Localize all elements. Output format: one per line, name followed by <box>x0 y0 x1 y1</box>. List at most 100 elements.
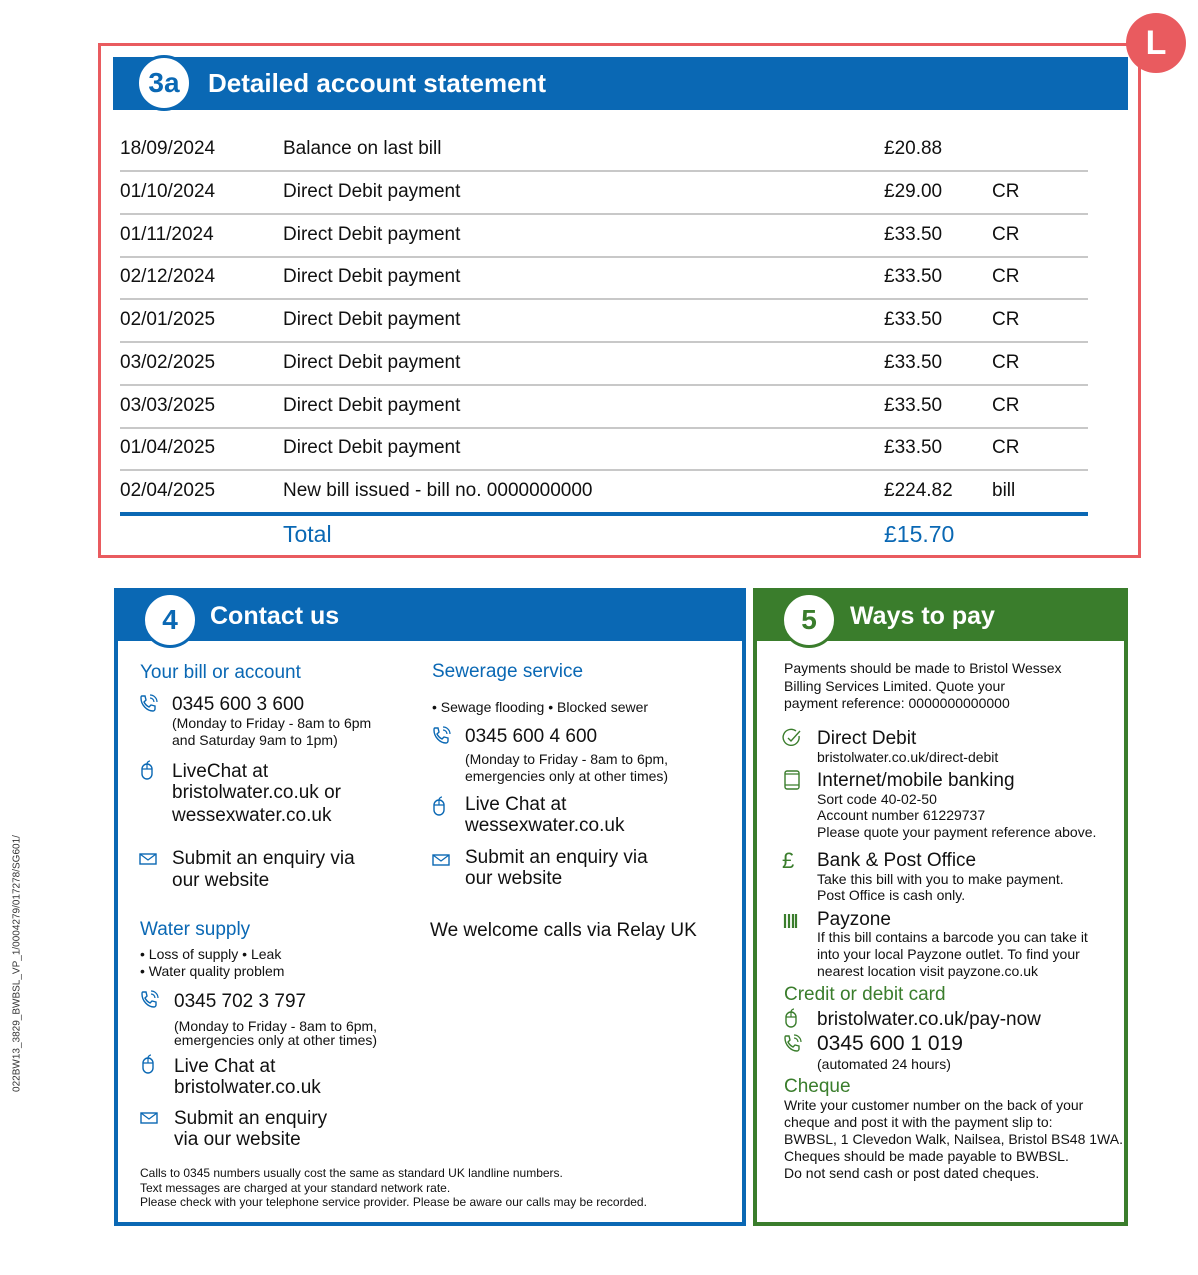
cheque-note: Cheques should be made payable to BWBSL. <box>784 1148 1069 1164</box>
row-type: CR <box>992 437 1020 458</box>
payzone-title: Payzone <box>817 909 891 930</box>
ways-to-pay-title: Ways to pay <box>850 602 995 630</box>
bank-note: Post Office is cash only. <box>817 887 966 903</box>
bill-enquiry[interactable]: our website <box>172 870 270 891</box>
bill-phone[interactable]: 0345 600 3 600 <box>172 694 305 715</box>
water-items: • Loss of supply • Leak <box>140 946 282 962</box>
section-number: 5 <box>781 592 837 648</box>
row-type: CR <box>992 352 1020 373</box>
row-type: CR <box>992 224 1020 245</box>
phone-icon <box>784 1034 802 1052</box>
bill-hours: (Monday to Friday - 8am to 6pm <box>172 715 372 731</box>
cheque-heading: Cheque <box>784 1076 851 1097</box>
phone-icon <box>141 990 159 1008</box>
wessexwater-link[interactable]: wessexwater.co.uk <box>172 805 332 826</box>
total-label: Total <box>283 521 332 547</box>
row-date: 02/01/2025 <box>120 309 216 330</box>
pay-intro: Payments should be made to Bristol Wesse… <box>784 660 1062 676</box>
sewerage-items: • Sewage flooding • Blocked sewer <box>432 699 649 715</box>
row-description: Direct Debit payment <box>283 224 461 245</box>
contact-header <box>114 588 746 641</box>
water-enquiry[interactable]: Submit an enquiry <box>174 1108 328 1129</box>
row-divider <box>120 384 1088 386</box>
row-description: Direct Debit payment <box>283 266 461 287</box>
mouse-icon <box>141 760 153 780</box>
phone-icon <box>433 726 451 744</box>
sewerage-hours: (Monday to Friday - 8am to 6pm, <box>465 751 669 767</box>
row-description: New bill issued - bill no. 0000000000 <box>283 480 593 501</box>
row-description: Balance on last bill <box>283 138 442 159</box>
statement-highlight-box <box>98 43 1141 558</box>
row-amount: £33.50 <box>884 437 943 458</box>
footer-note: Please check with your telephone service… <box>140 1195 647 1209</box>
wessexwater-link[interactable]: wessexwater.co.uk <box>465 815 625 836</box>
contact-title: Contact us <box>210 602 340 630</box>
water-hours: (Monday to Friday - 8am to 6pm, <box>174 1018 378 1034</box>
cheque-address: BWBSL, 1 Clevedon Walk, Nailsea, Bristol… <box>784 1131 1123 1147</box>
card-heading: Credit or debit card <box>784 984 946 1005</box>
bill-enquiry[interactable]: Submit an enquiry via <box>172 848 355 869</box>
row-amount: £33.50 <box>884 266 943 287</box>
row-amount: £33.50 <box>884 395 943 416</box>
bill-heading: Your bill or account <box>140 662 301 683</box>
banking-title: Internet/mobile banking <box>817 770 1015 791</box>
banking-note: Please quote your payment reference abov… <box>817 824 1097 840</box>
row-date: 02/04/2025 <box>120 480 216 501</box>
row-type: bill <box>992 480 1016 501</box>
bill-chat: LiveChat at <box>172 761 269 782</box>
row-divider <box>120 170 1088 172</box>
sewerage-enquiry[interactable]: Submit an enquiry via <box>465 847 648 868</box>
bank-note: Take this bill with you to make payment. <box>817 871 1064 887</box>
row-description: Direct Debit payment <box>283 309 461 330</box>
row-amount: £33.50 <box>884 352 943 373</box>
bristolwater-link[interactable]: bristolwater.co.uk or <box>172 782 341 803</box>
water-chat: Live Chat at <box>174 1056 276 1077</box>
payzone-link[interactable]: nearest location visit payzone.co.uk <box>817 963 1039 979</box>
row-divider <box>120 256 1088 258</box>
row-amount: £29.00 <box>884 181 943 202</box>
statement-header <box>113 57 1128 110</box>
card-phone[interactable]: 0345 600 1 019 <box>817 1032 963 1055</box>
barcode-icon <box>783 914 798 928</box>
water-enquiry[interactable]: via our website <box>174 1129 301 1150</box>
sewerage-enquiry[interactable]: our website <box>465 868 563 889</box>
water-phone[interactable]: 0345 702 3 797 <box>174 991 307 1012</box>
row-date: 18/09/2024 <box>120 138 216 159</box>
row-description: Direct Debit payment <box>283 181 461 202</box>
row-divider <box>120 469 1088 471</box>
row-date: 01/10/2024 <box>120 181 216 202</box>
statement-title: Detailed account statement <box>208 68 547 98</box>
payzone-note: into your local Payzone outlet. To find … <box>817 946 1080 962</box>
direct-debit-link[interactable]: bristolwater.co.uk/direct-debit <box>817 749 999 765</box>
row-description: Direct Debit payment <box>283 352 461 373</box>
check-icon <box>782 728 801 747</box>
mail-icon <box>432 854 450 866</box>
row-amount: £224.82 <box>884 480 953 501</box>
total-amount: £15.70 <box>884 521 955 547</box>
row-description: Direct Debit payment <box>283 395 461 416</box>
direct-debit-title: Direct Debit <box>817 728 917 749</box>
bristolwater-link[interactable]: bristolwater.co.uk <box>174 1077 321 1098</box>
sewerage-chat: Live Chat at <box>465 794 567 815</box>
account-number: Account number 61229737 <box>817 807 986 823</box>
row-date: 01/04/2025 <box>120 437 216 458</box>
pay-now-link[interactable]: bristolwater.co.uk/pay-now <box>817 1009 1041 1030</box>
section-number: 4 <box>142 592 198 648</box>
relay-note: We welcome calls via Relay UK <box>430 920 697 941</box>
document-code: 022BW13_3829_BWBSL_VP_1/0004279/017278/S… <box>11 835 23 1092</box>
cheque-note: Write your customer number on the back o… <box>784 1097 1084 1113</box>
sewerage-phone[interactable]: 0345 600 4 600 <box>465 726 598 747</box>
cheque-note: cheque and post it with the payment slip… <box>784 1114 1053 1130</box>
footer-note: Calls to 0345 numbers usually cost the s… <box>140 1166 563 1180</box>
mail-icon <box>140 1112 158 1124</box>
row-date: 01/11/2024 <box>120 224 214 245</box>
row-date: 03/03/2025 <box>120 395 216 416</box>
row-date: 02/12/2024 <box>120 266 216 287</box>
bill-hours: and Saturday 9am to 1pm) <box>172 732 338 748</box>
corner-badge: L <box>1126 13 1186 73</box>
sort-code: Sort code 40-02-50 <box>817 791 937 807</box>
water-heading: Water supply <box>140 919 251 940</box>
bank-title: Bank & Post Office <box>817 850 977 871</box>
sewerage-hours: emergencies only at other times) <box>465 768 669 784</box>
row-amount: £33.50 <box>884 309 943 330</box>
